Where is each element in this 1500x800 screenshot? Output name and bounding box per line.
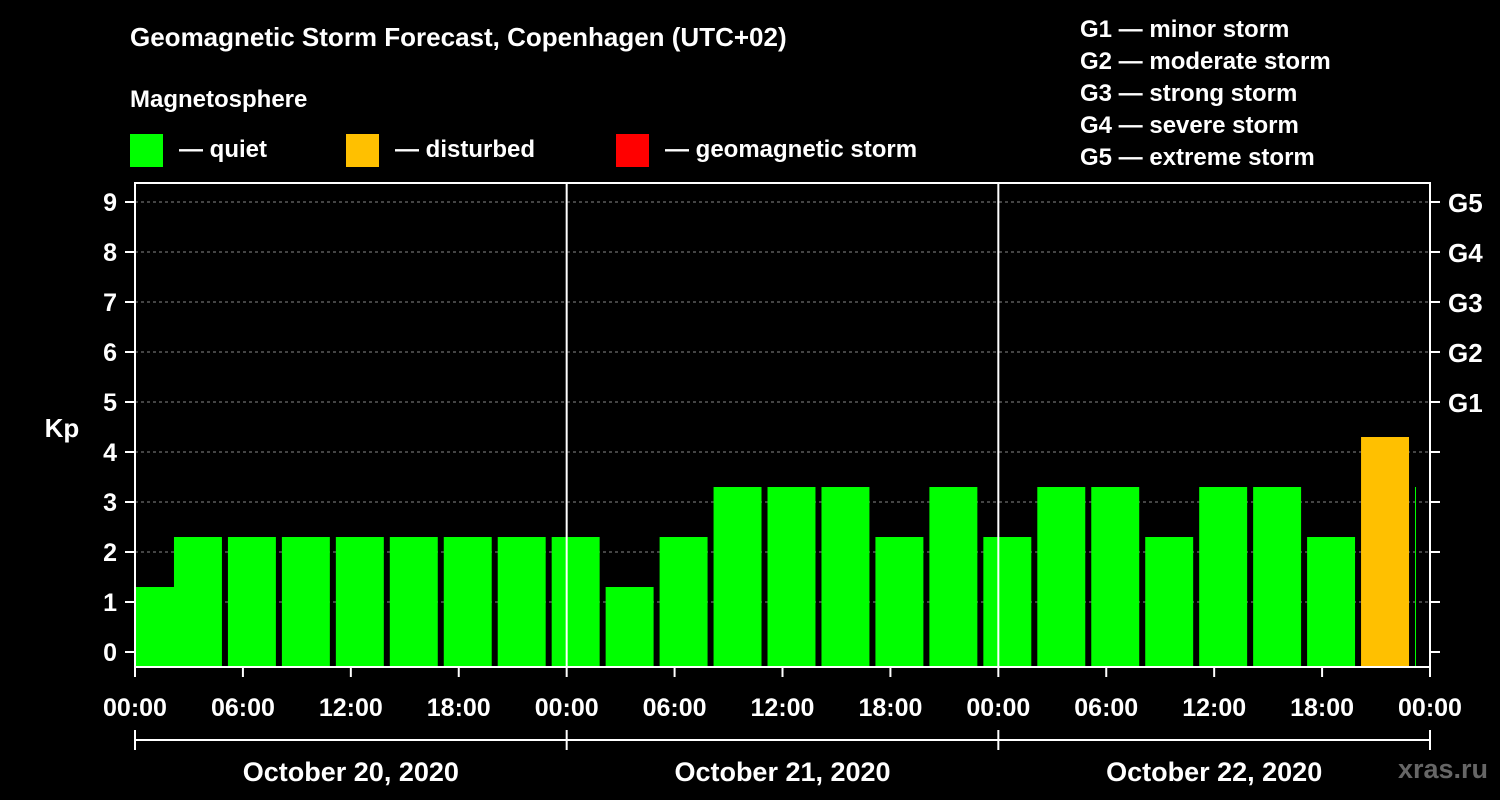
y-tick-label: 1 <box>103 589 117 617</box>
kp-bar <box>659 537 708 667</box>
kp-bar <box>497 537 546 667</box>
storm-scale-g1: G1 — minor storm <box>1080 16 1290 43</box>
kp-bar <box>713 487 762 667</box>
g-scale-label: G4 <box>1448 238 1483 268</box>
kp-bar <box>605 587 654 667</box>
x-tick-label: 18:00 <box>858 694 922 722</box>
legend-label-storm: — geomagnetic storm <box>665 136 918 163</box>
legend-swatch-quiet <box>130 133 163 167</box>
legend-label-disturbed: — disturbed <box>395 136 536 163</box>
storm-scale-g4: G4 — severe storm <box>1080 112 1299 139</box>
x-tick-label: 18:00 <box>427 694 491 722</box>
kp-bar <box>227 537 276 667</box>
kp-bar <box>1037 487 1086 667</box>
storm-scale-g5: G5 — extreme storm <box>1080 144 1315 171</box>
legend-subtitle: Magnetosphere <box>130 86 308 113</box>
y-tick-label: 0 <box>103 639 117 667</box>
kp-bar <box>1091 487 1140 667</box>
kp-bar <box>443 537 492 667</box>
kp-bar <box>1361 437 1410 667</box>
y-tick-label: 5 <box>103 389 117 417</box>
kp-bar <box>767 487 816 667</box>
y-tick-label: 2 <box>103 539 117 567</box>
kp-bar <box>1253 487 1302 667</box>
g-scale-label: G2 <box>1448 338 1483 368</box>
y-axis-label: Kp <box>45 413 80 443</box>
x-tick-label: 00:00 <box>103 694 167 722</box>
kp-bar <box>281 537 330 667</box>
kp-bar <box>929 487 978 667</box>
y-tick-label: 6 <box>103 339 117 367</box>
y-tick-label: 7 <box>103 289 117 317</box>
x-tick-label: 06:00 <box>643 694 707 722</box>
kp-bar <box>173 537 222 667</box>
kp-bar <box>389 537 438 667</box>
g-scale-label: G5 <box>1448 188 1483 218</box>
kp-bar <box>1145 537 1194 667</box>
y-tick-label: 3 <box>103 489 117 517</box>
kp-bar <box>821 487 870 667</box>
date-label: October 20, 2020 <box>243 757 459 787</box>
g-scale-label: G1 <box>1448 388 1483 418</box>
y-tick-label: 9 <box>103 189 117 217</box>
kp-bar <box>551 537 600 667</box>
legend-swatch-disturbed <box>346 133 379 167</box>
x-tick-label: 12:00 <box>319 694 383 722</box>
date-label: October 22, 2020 <box>1106 757 1322 787</box>
y-tick-label: 8 <box>103 239 117 267</box>
kp-bar <box>875 537 924 667</box>
x-tick-label: 18:00 <box>1290 694 1354 722</box>
x-tick-label: 12:00 <box>1182 694 1246 722</box>
x-tick-label: 12:00 <box>751 694 815 722</box>
date-label: October 21, 2020 <box>674 757 890 787</box>
x-tick-label: 00:00 <box>966 694 1030 722</box>
chart-title: Geomagnetic Storm Forecast, Copenhagen (… <box>130 22 787 52</box>
watermark: xras.ru <box>1397 754 1488 784</box>
kp-bar <box>1415 487 1417 667</box>
storm-scale-g2: G2 — moderate storm <box>1080 48 1331 75</box>
kp-bar <box>1307 537 1356 667</box>
x-tick-label: 06:00 <box>1074 694 1138 722</box>
kp-bar <box>983 537 1032 667</box>
legend-swatch-storm <box>616 133 649 167</box>
legend-item-disturbed: — disturbed <box>346 133 535 167</box>
storm-scale-list: G1 — minor storm G2 — moderate storm G3 … <box>1080 14 1331 174</box>
storm-scale-g3: G3 — strong storm <box>1080 80 1298 107</box>
kp-bar <box>335 537 384 667</box>
x-tick-label: 06:00 <box>211 694 275 722</box>
g-scale-label: G3 <box>1448 288 1483 318</box>
x-tick-label: 00:00 <box>1398 694 1462 722</box>
kp-bar <box>1199 487 1248 667</box>
x-tick-label: 00:00 <box>535 694 599 722</box>
y-tick-label: 4 <box>103 439 117 467</box>
legend-label-quiet: — quiet <box>179 136 267 163</box>
legend-item-storm: — geomagnetic storm <box>616 133 917 167</box>
legend-item-quiet: — quiet <box>130 133 267 167</box>
